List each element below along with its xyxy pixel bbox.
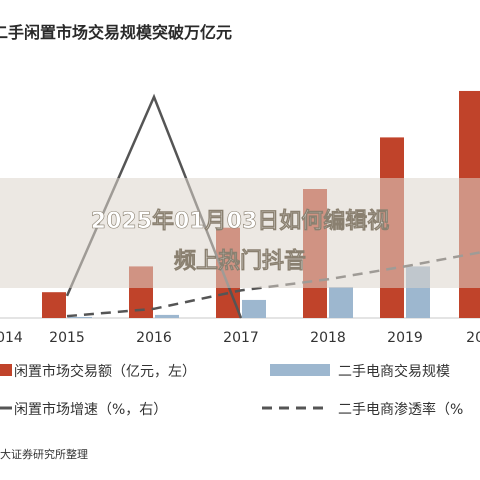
bar-trade-volume-2015 bbox=[42, 292, 66, 318]
bar-ecommerce-volume-2015 bbox=[68, 316, 92, 318]
bar-ecommerce-volume-2016 bbox=[155, 314, 179, 318]
x-tick-label-2015: 2015 bbox=[49, 330, 85, 346]
x-tick-label-2017: 2017 bbox=[223, 330, 259, 346]
x-tick-label-2014: 2014 bbox=[0, 330, 23, 346]
legend-label-growth: 闲置市场增速（%，右） bbox=[14, 401, 167, 418]
legend-swatch-trade-volume bbox=[0, 364, 12, 376]
legend-label-ecommerce-volume: 二手电商交易规模 bbox=[338, 363, 450, 380]
legend-swatch-ecommerce-volume bbox=[270, 364, 330, 376]
line-penetration-rate bbox=[66, 251, 480, 318]
bar-ecommerce-volume-2017 bbox=[242, 299, 266, 318]
chart-title: 二手闲置市场交易规模突破万亿元 bbox=[0, 23, 232, 42]
overlay-line-2: 频上热门抖音 bbox=[174, 248, 306, 274]
x-tick-label-2019: 2019 bbox=[387, 330, 423, 346]
source-note: 大证券研究所整理 bbox=[0, 447, 88, 461]
legend-label-trade-volume: 闲置市场交易额（亿元，左） bbox=[14, 363, 196, 380]
legend-label-penetration: 二手电商渗透率（% bbox=[338, 401, 463, 418]
legend: 闲置市场交易额（亿元，左） 二手电商交易规模 闲置市场增速（%，右） 二手电商渗… bbox=[0, 363, 463, 418]
x-tick-label-2016: 2016 bbox=[136, 330, 172, 346]
overlay-band bbox=[0, 178, 480, 288]
bar-ecommerce-volume-2018 bbox=[329, 287, 353, 318]
x-tick-label-2018: 2018 bbox=[310, 330, 346, 346]
overlay-line-1: 2025年01月03日如何编辑视 bbox=[91, 208, 389, 234]
